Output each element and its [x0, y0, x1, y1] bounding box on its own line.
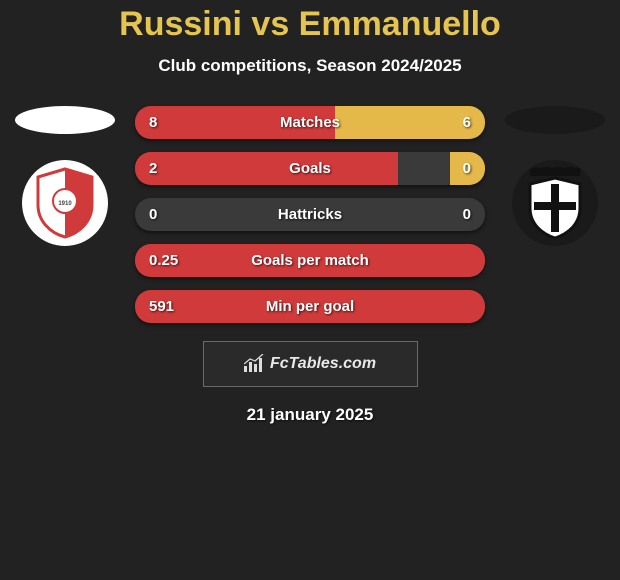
stats-column: 8Matches62Goals00Hattricks00.25Goals per…	[135, 106, 485, 323]
date-label: 21 january 2025	[247, 405, 374, 425]
stat-label: Min per goal	[179, 298, 441, 315]
stat-left-value: 0.25	[149, 252, 179, 269]
stat-left-value: 8	[149, 114, 179, 131]
stat-left-value: 2	[149, 160, 179, 177]
stat-label: Goals	[179, 160, 441, 177]
stat-content: 2Goals0	[135, 152, 485, 185]
stat-label: Hattricks	[179, 206, 441, 223]
stat-right-value: 6	[441, 114, 471, 131]
stat-content: 8Matches6	[135, 106, 485, 139]
stat-right-value: 0	[441, 206, 471, 223]
watermark: FcTables.com	[203, 341, 418, 387]
page-title: Russini vs Emmanuello	[119, 5, 501, 44]
stat-label: Goals per match	[179, 252, 441, 269]
chart-icon	[244, 356, 264, 372]
left-ellipse	[15, 106, 115, 134]
stat-bar: 0.25Goals per match	[135, 244, 485, 277]
svg-text:1910: 1910	[58, 201, 72, 207]
right-crest	[512, 160, 598, 246]
stat-content: 591Min per goal	[135, 290, 485, 323]
right-ellipse	[505, 106, 605, 134]
subtitle: Club competitions, Season 2024/2025	[158, 56, 461, 76]
comparison-row: 1910 8Matches62Goals00Hattricks00.25Goal…	[0, 106, 620, 323]
watermark-text: FcTables.com	[270, 355, 376, 373]
stat-label: Matches	[179, 114, 441, 131]
left-crest: 1910	[22, 160, 108, 246]
right-player-col	[505, 106, 605, 246]
stat-left-value: 0	[149, 206, 179, 223]
stat-bar: 0Hattricks0	[135, 198, 485, 231]
left-player-col: 1910	[15, 106, 115, 246]
right-crest-shield-icon	[522, 166, 588, 240]
stat-bar: 591Min per goal	[135, 290, 485, 323]
stat-bar: 8Matches6	[135, 106, 485, 139]
stat-content: 0.25Goals per match	[135, 244, 485, 277]
stat-bar: 2Goals0	[135, 152, 485, 185]
stat-content: 0Hattricks0	[135, 198, 485, 231]
stat-left-value: 591	[149, 298, 179, 315]
stat-right-value: 0	[441, 160, 471, 177]
left-crest-shield-icon: 1910	[34, 167, 96, 239]
